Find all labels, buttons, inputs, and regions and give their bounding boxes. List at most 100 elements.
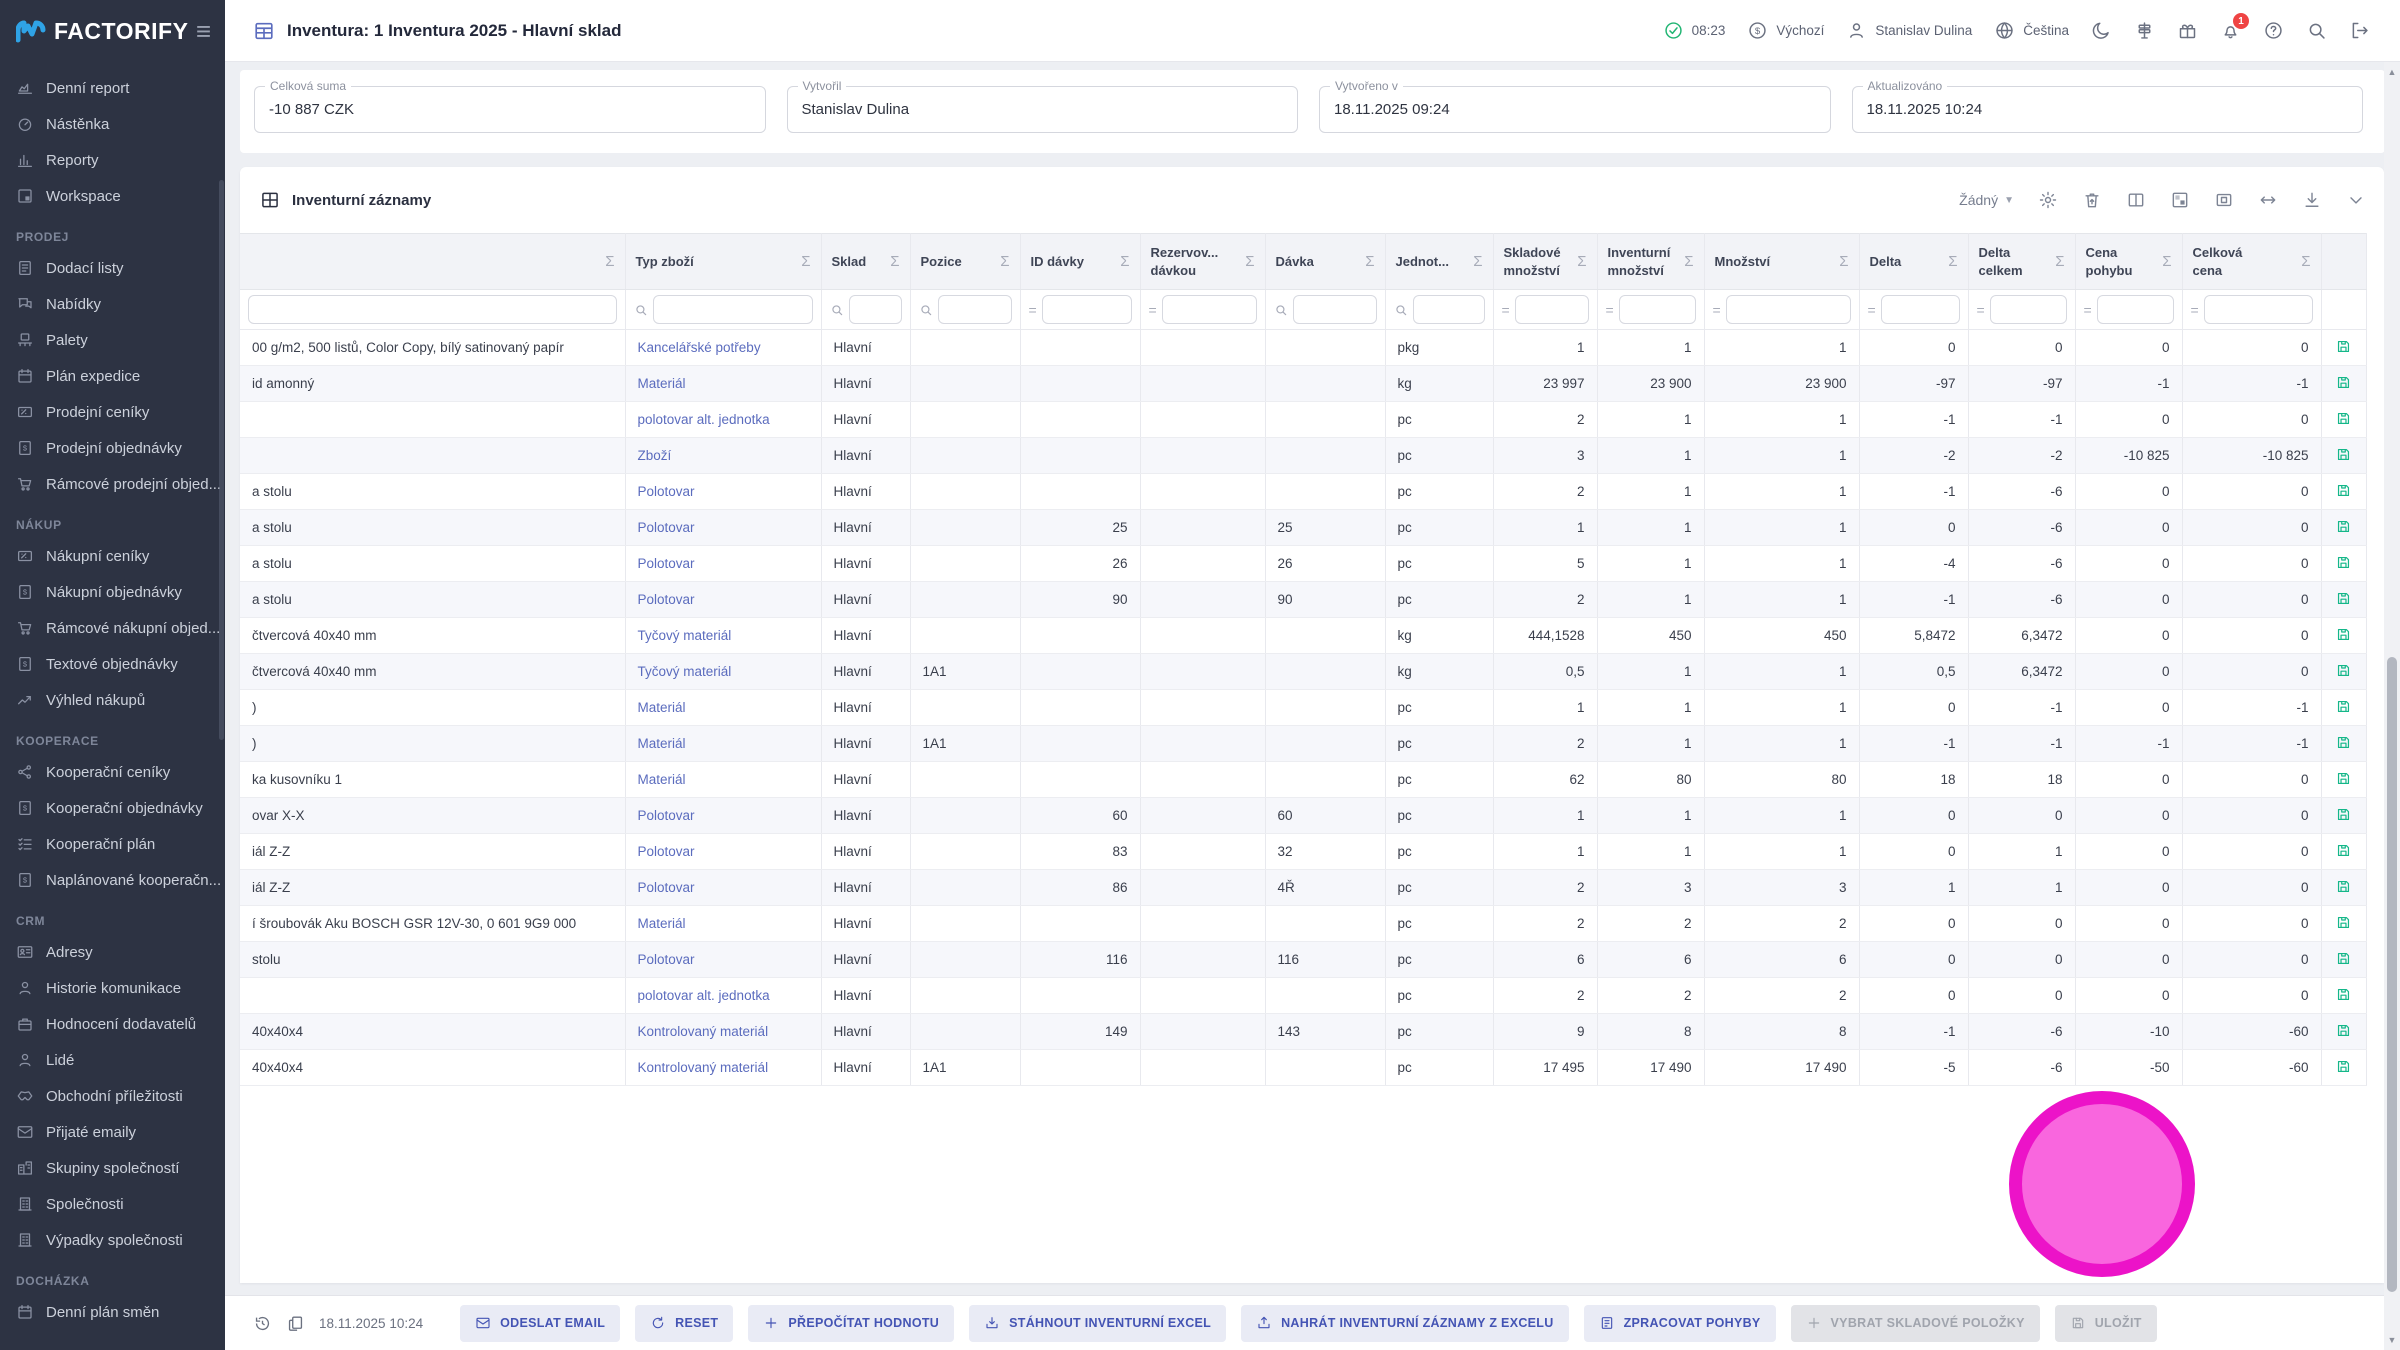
sidebar-item-spolecnosti[interactable]: Společnosti [0,1186,225,1222]
row-save-icon[interactable] [2335,374,2352,391]
table-row[interactable]: í šroubovák Aku BOSCH GSR 12V-30, 0 601 … [240,906,2366,942]
sidebar-item-plan-expedice[interactable]: Plán expedice [0,358,225,394]
sidebar-item-nakupni-ceniky[interactable]: Nákupní ceníky [0,538,225,574]
sidebar-item-denni-report[interactable]: Denní report [0,70,225,106]
topbar-logout[interactable] [2349,20,2370,41]
sum-icon[interactable]: Σ [890,253,899,270]
column-header-delta[interactable]: DeltaΣ [1859,234,1968,290]
sum-icon[interactable]: Σ [1120,253,1129,270]
toolbar-focus-frame-button[interactable] [2214,190,2234,210]
column-header-delta_total[interactable]: Delta celkemΣ [1968,234,2075,290]
type-link[interactable]: Tyčový materiál [638,628,732,643]
filter-input-unit[interactable] [1413,295,1485,324]
topbar-help-circle[interactable] [2263,20,2284,41]
filter-input-batch[interactable] [1293,295,1377,324]
table-row[interactable]: polotovar alt. jednotkaHlavnípc211-1-100 [240,402,2366,438]
row-save-icon[interactable] [2335,842,2352,859]
sum-icon[interactable]: Σ [1000,253,1009,270]
filter-input-qty[interactable] [1726,295,1851,324]
table-row[interactable]: čtvercová 40x40 mmTyčový materiálHlavník… [240,618,2366,654]
row-save-icon[interactable] [2335,590,2352,607]
table-row[interactable]: a stoluPolotovarHlavní2525pc1110-600 [240,510,2366,546]
sidebar-item-historie-komunikace[interactable]: Historie komunikace [0,970,225,1006]
type-link[interactable]: Materiál [638,916,686,931]
table-row[interactable]: ovar X-XPolotovarHlavní6060pc1110000 [240,798,2366,834]
sidebar-item-kooperacni-ceniky[interactable]: Kooperační ceníky [0,754,225,790]
column-header-name[interactable]: Σ [240,234,625,290]
column-header-stock_qty[interactable]: Skladové množstvíΣ [1493,234,1597,290]
sum-icon[interactable]: Σ [801,253,810,270]
sidebar-collapse-icon[interactable]: ≡ [196,18,211,44]
filter-input-reserved[interactable] [1162,295,1257,324]
table-row[interactable]: )MateriálHlavnípc1110-10-1 [240,690,2366,726]
type-link[interactable]: Materiál [638,772,686,787]
type-link[interactable]: Zboží [638,448,672,463]
table-row[interactable]: ZbožíHlavnípc311-2-2-10 825-10 825 [240,438,2366,474]
type-link[interactable]: Materiál [638,376,686,391]
type-link[interactable]: Kancelářské potřeby [638,340,761,355]
column-header-actions[interactable] [2321,234,2366,290]
sidebar-item-prodejni-ceniky[interactable]: Prodejní ceníky [0,394,225,430]
history-icon[interactable] [253,1314,272,1333]
page-scrollbar[interactable]: ▲ ▼ [2384,62,2400,1350]
button-vybrat-skladove-polozky[interactable]: VYBRAT SKLADOVÉ POLOŽKY [1791,1305,2040,1342]
sidebar-item-prodejni-objednavky[interactable]: $Prodejní objednávky [0,430,225,466]
sidebar-item-kooperacni-plan[interactable]: Kooperační plán [0,826,225,862]
topbar-check-circle[interactable]: 08:23 [1663,20,1726,41]
sidebar-item-naplanovane-kooperacn[interactable]: $Naplánované kooperačn... [0,862,225,898]
sidebar-item-obchodni-prilezitosti[interactable]: Obchodní příležitosti [0,1078,225,1114]
sidebar-item-kooperacni-objednavky[interactable]: $Kooperační objednávky [0,790,225,826]
field-vytvoreno-v[interactable]: Vytvořeno v18.11.2025 09:24 [1319,86,1831,133]
column-header-total_price[interactable]: Celková cenaΣ [2182,234,2321,290]
row-save-icon[interactable] [2335,338,2352,355]
sidebar-item-palety[interactable]: Palety [0,322,225,358]
filter-input-delta[interactable] [1881,295,1960,324]
toolbar-arrows-h-button[interactable] [2258,190,2278,210]
scroll-down-arrow[interactable]: ▼ [2384,1332,2400,1348]
toolbar-gear-button[interactable] [2038,190,2058,210]
topbar-gift[interactable] [2177,20,2198,41]
type-link[interactable]: Polotovar [638,844,695,859]
filter-input-delta_total[interactable] [1990,295,2067,324]
filter-input-inv_qty[interactable] [1619,295,1696,324]
toolbar-trash-up-button[interactable] [2082,190,2102,210]
sidebar-item-ramcove-prodejni-objed[interactable]: Rámcové prodejní objed... [0,466,225,502]
topbar-bell[interactable]: 1 [2220,20,2241,41]
row-save-icon[interactable] [2335,770,2352,787]
type-link[interactable]: Tyčový materiál [638,664,732,679]
filter-input-position[interactable] [938,295,1012,324]
button-prepocitat-hodnotu[interactable]: PŘEPOČÍTAT HODNOTU [748,1305,954,1342]
column-header-warehouse[interactable]: SkladΣ [821,234,910,290]
filter-input-batch_id[interactable] [1042,295,1132,324]
filter-input-warehouse[interactable] [849,295,902,324]
type-link[interactable]: Polotovar [638,952,695,967]
sidebar-item-prijate-emaily[interactable]: Přijaté emaily [0,1114,225,1150]
sum-icon[interactable]: Σ [1365,253,1374,270]
table-row[interactable]: iál Z-ZPolotovarHlavní8332pc1110100 [240,834,2366,870]
sidebar-item-adresy[interactable]: Adresy [0,934,225,970]
table-row[interactable]: čtvercová 40x40 mmTyčový materiálHlavní1… [240,654,2366,690]
row-save-icon[interactable] [2335,734,2352,751]
type-link[interactable]: Kontrolovaný materiál [638,1060,769,1075]
filter-input-total_price[interactable] [2204,295,2313,324]
topbar-globe[interactable]: Čeština [1994,20,2069,41]
type-link[interactable]: Polotovar [638,592,695,607]
button-nahrat-inventurni-zaznamy-z-excelu[interactable]: NAHRÁT INVENTURNÍ ZÁZNAMY Z EXCELU [1241,1305,1568,1342]
button-reset[interactable]: RESET [635,1305,733,1342]
topbar-user[interactable]: Stanislav Dulina [1846,20,1972,41]
column-header-batch[interactable]: DávkaΣ [1265,234,1385,290]
type-link[interactable]: Polotovar [638,556,695,571]
topbar-badge-dollar[interactable]: $Výchozí [1747,20,1824,41]
row-save-icon[interactable] [2335,806,2352,823]
column-header-reserved[interactable]: Rezervov... dávkouΣ [1140,234,1265,290]
sidebar-item-vypadky-spolecnosti[interactable]: Výpadky společnosti [0,1222,225,1258]
sidebar-item-ramcove-nakupni-objed[interactable]: Rámcové nákupní objed... [0,610,225,646]
topbar-signpost[interactable] [2134,20,2155,41]
sidebar-item-reporty[interactable]: Reporty [0,142,225,178]
row-save-icon[interactable] [2335,662,2352,679]
column-header-type[interactable]: Typ zbožíΣ [625,234,821,290]
type-link[interactable]: Polotovar [638,520,695,535]
sidebar-item-workspace[interactable]: Workspace [0,178,225,214]
toolbar-layout-squares-button[interactable] [2170,190,2190,210]
sidebar-scrollbar-thumb[interactable] [219,180,224,740]
